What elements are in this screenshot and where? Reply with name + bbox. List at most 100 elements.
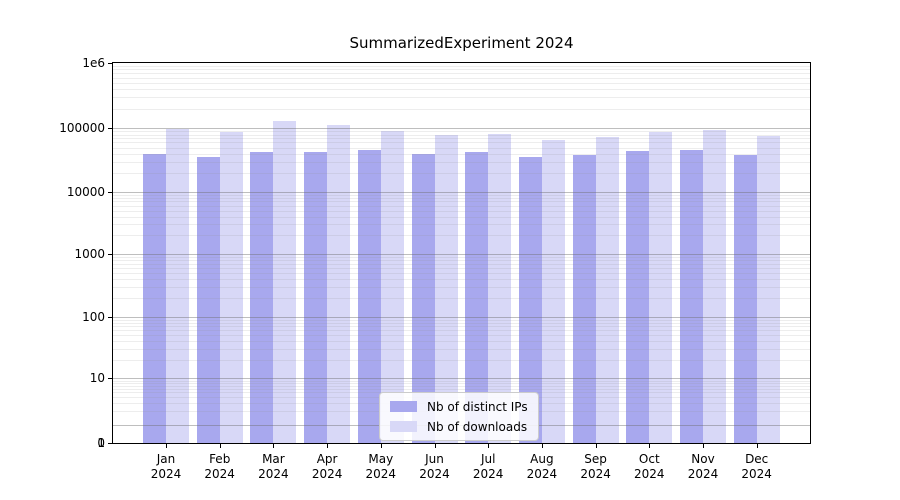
bar-distinct-ips-sep — [572, 155, 596, 443]
gridline-minor-2e5 — [113, 108, 810, 110]
bar-distinct-ips-aug — [518, 156, 542, 443]
y-tick-mark-100000 — [108, 128, 112, 130]
gridline-minor-8e5 — [113, 69, 810, 71]
bar-distinct-ips-dec — [733, 154, 757, 443]
x-tick-label-apr: Apr 2024 — [311, 452, 343, 481]
x-tick-mark-jun — [434, 444, 436, 448]
bar-distinct-ips-apr — [304, 152, 328, 443]
plot-area — [112, 62, 811, 444]
bar-distinct-ips-jun — [411, 154, 435, 443]
y-tick-label-1e6: 1e6 — [82, 56, 105, 70]
gridline-minor-9e3 — [113, 194, 810, 196]
gridline-minor-9e2 — [113, 256, 810, 258]
gridline-minor-3e4 — [113, 161, 810, 163]
gridline-minor-2e3 — [113, 235, 810, 237]
bar-downloads-aug — [541, 139, 565, 443]
y-tick-label-1000: 1000 — [74, 247, 105, 261]
gridline-minor-5e2 — [113, 272, 810, 274]
gridline-minor-2e1 — [113, 359, 810, 361]
bar-distinct-ips-mar — [250, 152, 274, 443]
bar-distinct-ips-jul — [465, 151, 489, 443]
gridline-minor-5e5 — [113, 82, 810, 84]
gridline-major-1e5 — [113, 128, 810, 130]
gridline-major-1e4 — [113, 191, 810, 193]
gridline-minor-6e0 — [113, 388, 810, 390]
gridline-minor-2e2 — [113, 297, 810, 299]
x-tick-label-jan: Jan 2024 — [150, 452, 182, 481]
gridline-minor-9e4 — [113, 131, 810, 133]
gridline-minor-7e0 — [113, 385, 810, 387]
gridline-minor-6e5 — [113, 77, 810, 79]
bar-distinct-ips-jan — [143, 154, 166, 443]
gridline-minor-5e1 — [113, 335, 810, 337]
x-tick-label-dec: Dec 2024 — [741, 452, 772, 481]
x-tick-label-aug: Aug 2024 — [526, 452, 558, 481]
chart-title: SummarizedExperiment 2024 — [349, 34, 574, 52]
gridline-minor-4e2 — [113, 278, 810, 280]
y-tick-label-10: 10 — [89, 371, 105, 386]
x-tick-mark-jul — [488, 444, 490, 448]
gridline-minor-8e4 — [113, 134, 810, 136]
gridline-minor-9e0 — [113, 380, 810, 382]
gridline-minor-7e1 — [113, 326, 810, 328]
x-tick-label-sep: Sep 2024 — [580, 452, 611, 481]
gridline-major-1e2 — [113, 316, 810, 318]
gridline-minor-4e4 — [113, 153, 810, 155]
gridline-minor-8e3 — [113, 197, 810, 199]
y-tick-label-1: 1 — [97, 436, 105, 450]
gridline-minor-6e3 — [113, 205, 810, 207]
gridline-minor-2e4 — [113, 172, 810, 174]
x-tick-mark-apr — [327, 444, 329, 448]
bar-downloads-oct — [649, 131, 673, 443]
bar-downloads-apr — [327, 125, 351, 443]
bar-distinct-ips-may — [357, 149, 381, 443]
gridline-minor-3e1 — [113, 348, 810, 350]
x-tick-mark-feb — [219, 444, 221, 448]
bar-downloads-jun — [434, 134, 458, 443]
y-tick-label-100: 100 — [82, 309, 105, 324]
legend-item-distinct-ips: Nb of distinct IPs — [390, 398, 528, 415]
bar-downloads-jul — [488, 134, 512, 443]
x-tick-mark-sep — [595, 444, 597, 448]
y-tick-mark-0 — [108, 443, 112, 444]
gridline-minor-6e1 — [113, 330, 810, 332]
legend-swatch-downloads-icon — [390, 421, 417, 432]
y-tick-label-10000: 10000 — [66, 184, 105, 199]
gridline-minor-7e5 — [113, 73, 810, 75]
gridline-minor-9e5 — [113, 66, 810, 67]
bar-downloads-feb — [219, 132, 243, 443]
y-tick-mark-10000 — [108, 191, 112, 193]
gridline-minor-5e4 — [113, 147, 810, 149]
x-tick-label-may: May 2024 — [365, 452, 397, 481]
legend: Nb of distinct IPs Nb of downloads — [379, 392, 539, 441]
gridline-minor-8e2 — [113, 260, 810, 262]
x-tick-label-jul: Jul 2024 — [472, 452, 504, 481]
x-tick-mark-jan — [166, 444, 167, 448]
gridline-minor-3e5 — [113, 97, 810, 99]
x-tick-label-feb: Feb 2024 — [204, 452, 235, 481]
bar-downloads-sep — [595, 137, 619, 443]
y-tick-label-100000: 100000 — [59, 121, 105, 136]
gridline-minor-3e2 — [113, 286, 810, 288]
bar-downloads-dec — [756, 136, 780, 443]
x-tick-mark-oct — [649, 444, 651, 448]
x-tick-mark-nov — [703, 444, 704, 448]
gridline-major-1e3 — [113, 254, 810, 255]
bar-distinct-ips-feb — [196, 156, 220, 443]
y-tick-mark-1000 — [108, 254, 112, 255]
gridline-minor-8e1 — [113, 322, 810, 324]
legend-label-distinct-ips: Nb of distinct IPs — [427, 399, 528, 414]
gridline-minor-9e1 — [113, 319, 810, 321]
gridline-minor-3e3 — [113, 224, 810, 226]
y-tick-mark-1e6 — [108, 63, 112, 64]
bar-downloads-mar — [273, 120, 297, 443]
gridline-minor-4e1 — [113, 341, 810, 343]
gridline-minor-7e3 — [113, 201, 810, 203]
gridline-major-1e1 — [113, 378, 810, 380]
bar-distinct-ips-oct — [626, 151, 650, 443]
gridline-minor-6e4 — [113, 142, 810, 144]
bar-downloads-jan — [166, 128, 189, 443]
gridline-minor-7e2 — [113, 263, 810, 265]
bar-downloads-may — [380, 130, 404, 443]
